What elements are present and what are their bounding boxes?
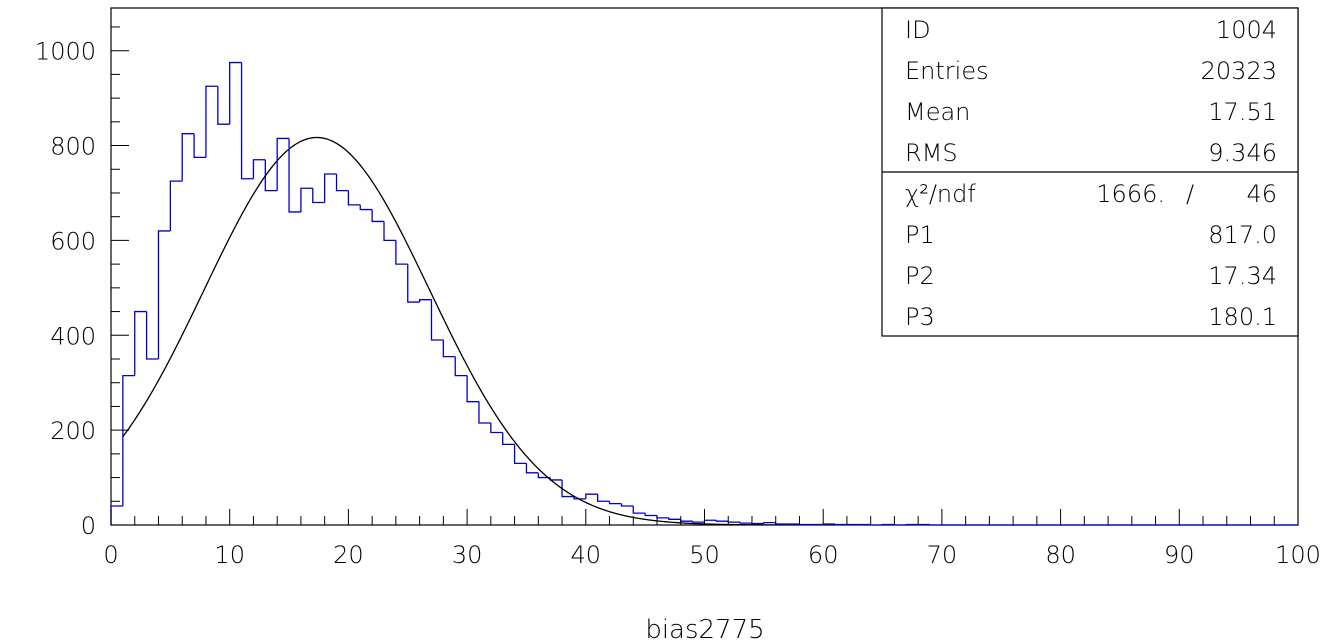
histogram-bin <box>430 299 444 341</box>
histogram-bin <box>620 503 634 507</box>
fit-chi2-separator: / <box>1186 180 1194 208</box>
x-tick-label: 50 <box>689 541 720 569</box>
y-tick-label: 200 <box>50 417 96 445</box>
histogram-bin <box>597 494 610 502</box>
histogram-bin <box>240 62 254 180</box>
histogram-bin <box>513 444 527 464</box>
histogram-bin <box>668 517 681 520</box>
histogram-bin <box>407 264 420 303</box>
x-tick-label: 90 <box>1164 541 1195 569</box>
histogram-bin <box>763 521 776 524</box>
histogram-bin <box>252 159 266 179</box>
histogram-bin <box>312 188 325 204</box>
histogram-bin <box>573 496 586 500</box>
stats-value: 9.346 <box>1208 139 1277 167</box>
histogram-bin <box>656 515 669 519</box>
fit-param-value: 180.1 <box>1208 303 1277 331</box>
x-tick-label: 80 <box>1045 541 1076 569</box>
histogram-bin <box>632 506 646 514</box>
x-tick-label: 40 <box>571 541 602 569</box>
x-tick-label: 10 <box>214 541 245 569</box>
stats-label: RMS <box>905 139 958 167</box>
histogram-bin <box>775 522 788 525</box>
histogram-bin <box>288 138 301 213</box>
fit-param-label: P3 <box>905 303 935 331</box>
histogram-bin <box>466 375 479 403</box>
histogram-bin <box>229 61 242 125</box>
fit-ndf-value: 46 <box>1246 180 1277 208</box>
histogram-bin <box>335 174 349 192</box>
x-axis-label: bias2775 <box>645 615 764 640</box>
histogram-bin <box>680 519 693 522</box>
y-tick-label: 1000 <box>35 38 96 66</box>
histogram-bin <box>502 432 515 446</box>
histogram-bin <box>585 493 598 499</box>
histogram-bin <box>691 521 705 523</box>
histogram-bin <box>347 190 361 206</box>
histogram-bin <box>478 401 491 424</box>
y-tick-label: 0 <box>81 512 96 540</box>
stats-value: 20323 <box>1201 57 1277 85</box>
histogram-bin <box>454 356 468 377</box>
x-tick-label: 30 <box>452 541 483 569</box>
histogram-bin <box>490 423 503 434</box>
stats-label: Mean <box>905 98 970 126</box>
histogram-bin <box>383 221 396 242</box>
y-tick-label: 800 <box>50 133 96 161</box>
fit-param-label: P1 <box>905 221 935 249</box>
stats-box: ID 1004 Entries 20323 Mean 17.51 RMS 9.346 χ²/nd… <box>881 7 1299 337</box>
fit-param-label: P2 <box>905 262 935 290</box>
histogram-bin <box>205 85 218 158</box>
histogram-bin <box>217 86 230 125</box>
x-tick-label: 0 <box>103 541 118 569</box>
histogram-bin <box>703 519 717 523</box>
histogram-bin <box>608 501 622 505</box>
histogram-bin <box>324 173 337 203</box>
histogram-bin <box>122 374 135 507</box>
histogram-bin <box>169 180 183 231</box>
histogram-bin <box>442 340 456 358</box>
fit-param-label: χ²/ndf <box>905 180 976 208</box>
histogram-bin <box>371 209 385 223</box>
histogram-bin <box>395 240 408 265</box>
histogram-bin <box>157 230 171 359</box>
histogram-bin <box>359 204 373 211</box>
histogram-bin <box>145 311 159 360</box>
histogram-bin <box>549 477 563 481</box>
stats-value: 1004 <box>1216 16 1277 44</box>
histogram-bin <box>561 479 574 498</box>
fit-param-value: 17.34 <box>1208 262 1277 290</box>
histogram-bin <box>418 299 432 303</box>
histogram-bin <box>181 133 195 182</box>
fit-curve-group <box>122 136 776 526</box>
histogram-bin <box>193 133 206 159</box>
histogram-bin <box>739 522 752 524</box>
stats-label: ID <box>905 16 931 44</box>
stats-value: 17.51 <box>1208 98 1277 126</box>
histogram-bin <box>537 472 551 479</box>
x-tick-label: 20 <box>333 541 364 569</box>
fit-param-value: 817.0 <box>1208 221 1277 249</box>
x-tick-label: 60 <box>808 541 839 569</box>
histogram-bin <box>276 137 290 191</box>
y-tick-label: 400 <box>50 322 96 350</box>
histogram-bin <box>134 310 147 376</box>
x-tick-label: 70 <box>927 541 958 569</box>
gaussian-fit-curve <box>122 136 776 526</box>
histogram-bin <box>715 520 729 522</box>
histogram-bin <box>727 521 741 523</box>
histogram-bin <box>525 463 539 474</box>
x-tick-label: 100 <box>1275 541 1321 569</box>
stats-label: Entries <box>905 57 989 85</box>
fit-chi2-value: 1666. <box>1096 180 1165 208</box>
histogram-bin <box>264 159 278 192</box>
histogram-bin <box>110 505 123 525</box>
y-tick-label: 600 <box>50 227 96 255</box>
histogram-bin <box>644 513 658 517</box>
histogram-bin <box>300 187 313 212</box>
